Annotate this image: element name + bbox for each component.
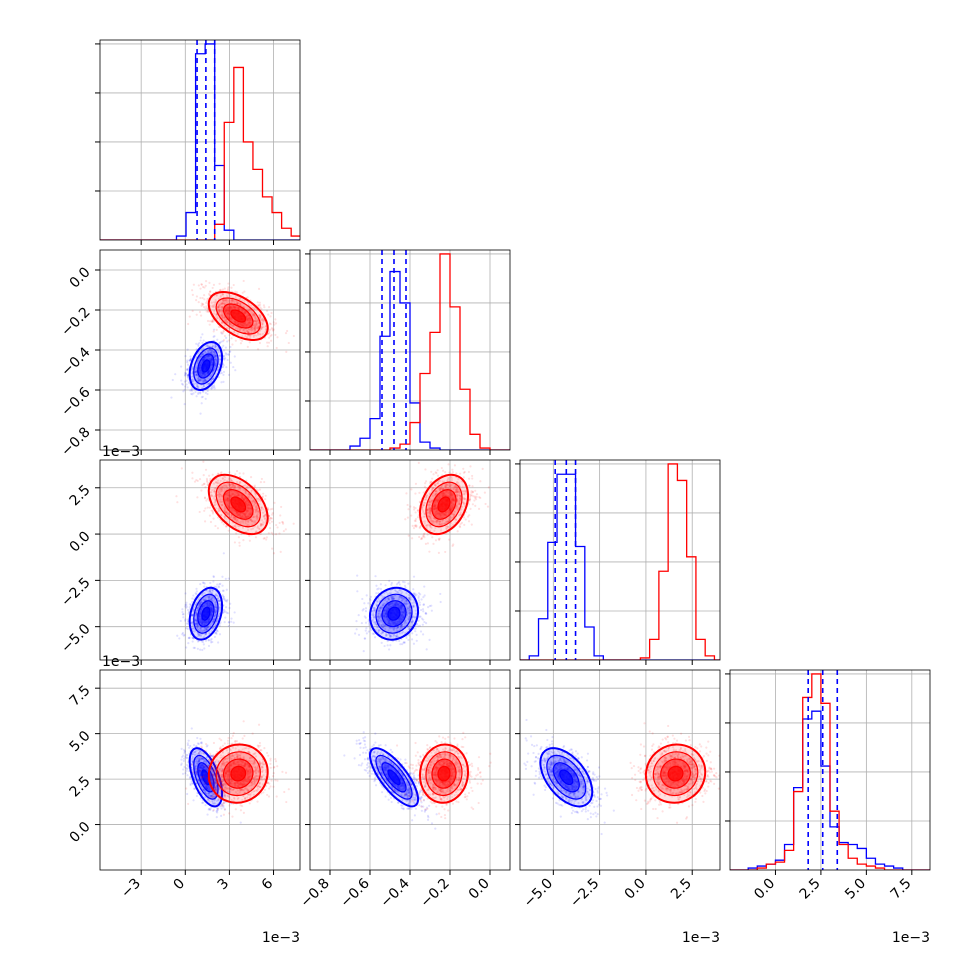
contour-red (437, 496, 451, 513)
panel-content (310, 670, 510, 870)
x-tick-label: 2.5 (668, 876, 695, 903)
axes-frame (99, 249, 301, 451)
panel-content (730, 670, 930, 870)
x-tick-label: 0.0 (466, 876, 493, 903)
axes-frame (309, 249, 511, 451)
panel-content (520, 460, 720, 660)
axes-frame (519, 459, 721, 661)
panel-content (100, 460, 300, 660)
panel-2-0 (95, 459, 301, 665)
panel-2-2 (515, 459, 721, 665)
scatter-red (175, 460, 295, 555)
panel-3-1 (305, 669, 511, 875)
x-offset-label: 1e−3 (682, 930, 720, 946)
x-tick-label: −0.4 (377, 875, 412, 910)
y-tick-label: 0.0 (67, 819, 94, 846)
panel-3-0 (95, 669, 301, 875)
axes-frame (99, 459, 301, 661)
panel-2-1 (305, 459, 511, 665)
scatter-red (404, 460, 490, 554)
panel-content (100, 40, 300, 240)
contour-red (437, 765, 451, 782)
contour-blue (387, 769, 401, 786)
y-tick-label: −0.6 (58, 384, 93, 419)
histogram-red (520, 463, 720, 660)
axes-frame (99, 39, 301, 241)
contour-blue (201, 606, 211, 621)
y-tick-label: −5.0 (58, 621, 93, 656)
y-tick-label: −0.4 (58, 344, 93, 379)
contour-red (230, 309, 247, 323)
histogram-red (730, 673, 930, 870)
panel-0-0 (95, 39, 301, 245)
x-tick-label: 2.5 (797, 876, 824, 903)
axes-frame (519, 669, 721, 871)
y-offset-label: 1e−3 (102, 654, 140, 670)
y-tick-label: 0.0 (67, 264, 94, 291)
histogram-blue (310, 270, 510, 450)
panel-1-1 (305, 249, 511, 455)
x-tick-label: −5.0 (521, 876, 556, 911)
axes-frame (99, 669, 301, 871)
contour-blue (387, 606, 401, 621)
x-offset-label: 1e−3 (892, 930, 930, 946)
contour-blue (559, 769, 574, 786)
panel-content (100, 670, 300, 870)
x-offset-label: 1e−3 (262, 930, 300, 946)
histogram-blue (520, 473, 720, 660)
y-tick-label: −0.8 (58, 424, 93, 459)
x-tick-label: −0.8 (297, 876, 332, 911)
y-tick-label: −0.2 (58, 304, 93, 339)
axes-frame (309, 669, 511, 871)
y-tick-label: 2.5 (67, 773, 94, 800)
x-tick-label: 6 (259, 875, 277, 893)
y-tick-label: 7.5 (67, 683, 94, 710)
x-tick-label: −0.6 (337, 875, 372, 910)
y-tick-label: 5.0 (67, 728, 94, 755)
panel-content (310, 460, 510, 660)
panel-3-3 (725, 669, 931, 875)
x-tick-label: −2.5 (567, 876, 602, 911)
contour-red (230, 496, 247, 513)
panel-content (520, 670, 720, 870)
x-tick-label: 0 (171, 876, 189, 894)
contour-blue (201, 359, 211, 373)
y-tick-label: 0.0 (67, 528, 94, 555)
axes-frame (729, 669, 931, 871)
x-tick-label: 5.0 (842, 876, 869, 903)
x-tick-label: −3 (118, 876, 144, 902)
panel-3-2 (515, 669, 721, 875)
contour-red (667, 765, 684, 782)
panel-1-0 (95, 249, 301, 455)
y-tick-label: −2.5 (58, 575, 93, 610)
histogram-red (310, 253, 510, 450)
histogram-red (100, 66, 300, 240)
x-tick-label: 0.0 (751, 876, 778, 903)
x-tick-label: −0.2 (417, 876, 452, 911)
x-tick-label: 7.5 (888, 876, 915, 903)
axes-frame (309, 459, 511, 661)
panel-content (100, 250, 300, 450)
y-tick-label: 2.5 (67, 482, 94, 509)
y-offset-label: 1e−3 (102, 444, 140, 460)
x-tick-label: 3 (215, 876, 233, 894)
panel-content (310, 250, 510, 450)
x-tick-label: 0.0 (622, 876, 649, 903)
contour-red (230, 765, 247, 782)
